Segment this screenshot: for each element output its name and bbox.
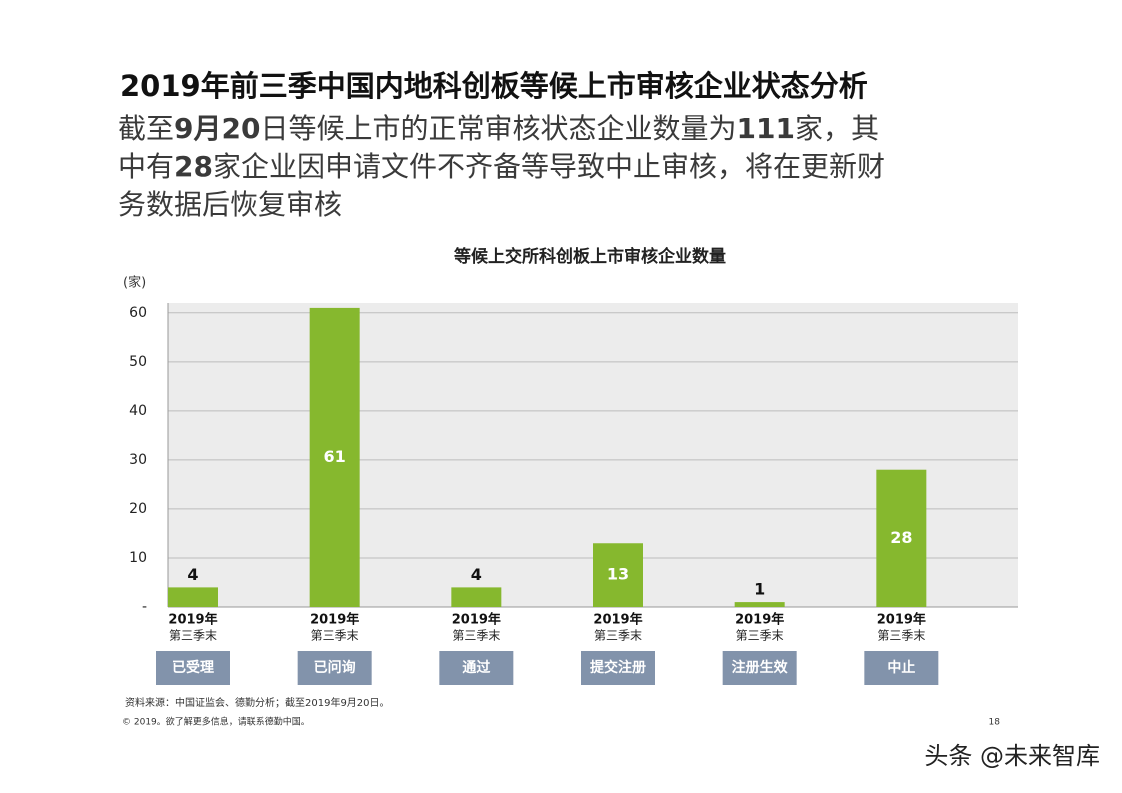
subtitle-part: 中有 <box>118 150 174 183</box>
chart: -10203040506042019年第三季末已受理612019年第三季末已问询… <box>129 303 1018 685</box>
status-label: 提交注册 <box>590 659 646 676</box>
value-label: 1 <box>754 580 765 599</box>
subtitle-line: 务数据后恢复审核 <box>118 188 342 221</box>
status-label: 注册生效 <box>732 659 789 676</box>
y-tick-label: 10 <box>129 550 147 566</box>
subtitle-part: 日等候上市的正常审核状态企业数量为 <box>260 112 736 145</box>
status-label: 已受理 <box>172 659 214 676</box>
x-tick-label: 2019年 <box>593 612 642 628</box>
x-tick-label: 第三季末 <box>169 629 217 643</box>
x-tick-label: 2019年 <box>877 612 926 628</box>
chart-title: 等候上交所科创板上市审核企业数量 <box>454 246 726 267</box>
y-tick-label: 50 <box>129 354 147 370</box>
x-tick-label: 2019年 <box>452 612 501 628</box>
bar <box>876 469 927 607</box>
status-label: 中止 <box>887 659 915 676</box>
bar <box>734 602 785 607</box>
status-box <box>581 651 655 685</box>
value-label: 13 <box>607 565 629 584</box>
x-tick-label: 2019年 <box>168 612 217 628</box>
watermark: 头条 @未来智库 <box>924 742 1100 770</box>
subtitle-part: 家，其 <box>795 112 879 145</box>
page-number: 18 <box>989 718 1001 728</box>
subtitle-part: 务数据后恢复审核 <box>118 188 342 221</box>
x-tick-label: 第三季末 <box>736 629 784 643</box>
bar <box>168 587 218 607</box>
status-label: 已问询 <box>314 659 356 676</box>
status-box <box>439 651 514 685</box>
y-tick-label: 40 <box>129 403 147 419</box>
bar <box>593 543 643 607</box>
x-tick-label: 第三季末 <box>452 629 500 643</box>
bar <box>451 587 502 607</box>
subtitle-line: 中有28家企业因申请文件不齐备等导致中止审核，将在更新财 <box>118 150 885 183</box>
x-tick-label: 第三季末 <box>877 629 925 643</box>
bar <box>309 307 360 607</box>
y-tick-label: - <box>142 599 147 615</box>
y-tick-label: 20 <box>129 501 147 517</box>
subtitle-part: 截至 <box>118 112 174 145</box>
value-label: 61 <box>324 447 346 466</box>
y-axis-unit: (家) <box>123 275 146 291</box>
value-label: 28 <box>890 528 912 547</box>
status-box <box>156 651 230 685</box>
status-box <box>297 651 372 685</box>
x-tick-label: 第三季末 <box>594 629 642 643</box>
subtitle-part: 家企业因申请文件不齐备等导致中止审核，将在更新财 <box>213 150 885 183</box>
x-tick-label: 2019年 <box>310 612 359 628</box>
y-tick-label: 30 <box>129 452 147 468</box>
subtitle: 截至9月20日等候上市的正常审核状态企业数量为111家，其中有28家企业因申请文… <box>118 112 885 221</box>
subtitle-part: 28 <box>174 150 213 183</box>
status-box <box>722 651 797 685</box>
x-tick-label: 第三季末 <box>311 629 359 643</box>
y-tick-label: 60 <box>129 305 147 321</box>
source-note: 资料来源：中国证监会、德勤分析；截至2019年9月20日。 <box>125 696 390 709</box>
subtitle-part: 111 <box>736 112 794 145</box>
subtitle-part: 9月20 <box>174 112 260 145</box>
subtitle-line: 截至9月20日等候上市的正常审核状态企业数量为111家，其 <box>118 112 879 145</box>
value-label: 4 <box>187 565 198 584</box>
value-label: 4 <box>471 565 482 584</box>
x-tick-label: 2019年 <box>735 612 784 628</box>
footer: © 2019。欲了解更多信息，请联系德勤中国。 <box>122 716 310 728</box>
status-label: 通过 <box>462 659 490 676</box>
slide-title: 2019年前三季中国内地科创板等候上市审核企业状态分析 <box>120 69 868 103</box>
status-box <box>864 651 939 685</box>
